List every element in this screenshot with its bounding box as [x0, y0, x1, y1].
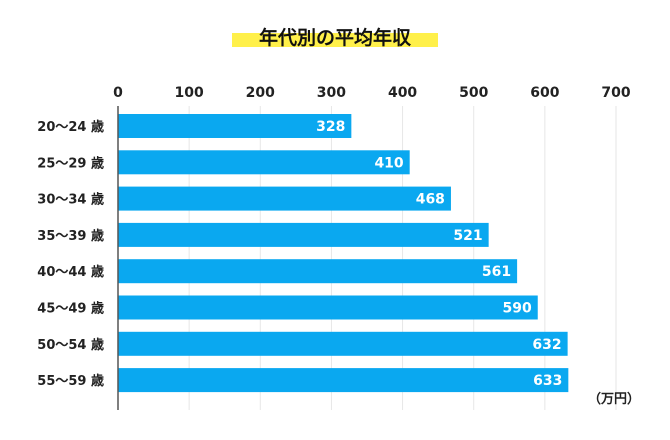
data-label: 328	[316, 119, 345, 135]
title-highlight	[232, 33, 438, 47]
bar	[118, 114, 352, 138]
category-label: 25〜29 歳	[37, 155, 104, 171]
x-tick-label: 200	[246, 85, 275, 101]
x-tick-label: 600	[530, 85, 559, 101]
bar	[118, 222, 489, 247]
data-label: 561	[482, 264, 511, 280]
x-tick-label: 500	[459, 85, 488, 101]
data-label: 468	[416, 192, 445, 208]
bar	[118, 150, 410, 175]
data-label: 590	[503, 301, 532, 317]
category-label: 20〜24 歳	[37, 119, 104, 135]
category-label: 35〜39 歳	[37, 228, 104, 244]
chart-title-group: 年代別の平均年収	[232, 26, 438, 49]
bar	[118, 186, 451, 211]
unit-label: （万円）	[588, 391, 640, 407]
data-label: 633	[533, 373, 562, 389]
chart-title: 年代別の平均年収	[259, 26, 412, 49]
category-label: 55〜59 歳	[37, 373, 104, 389]
bar	[118, 295, 538, 320]
x-tick-label: 300	[317, 85, 346, 101]
category-label: 40〜44 歳	[37, 264, 104, 280]
bar	[118, 368, 569, 393]
category-label: 45〜49 歳	[37, 301, 104, 317]
data-label: 632	[532, 337, 561, 353]
data-labels: 328 410 468 521 561 590 632 633	[316, 119, 562, 389]
gridlines	[188, 106, 617, 410]
category-label: 30〜34 歳	[37, 192, 104, 208]
category-labels: 20〜24 歳 25〜29 歳 30〜34 歳 35〜39 歳 40〜44 歳 45〜49…	[37, 119, 104, 389]
bar	[118, 331, 568, 356]
data-label: 410	[374, 155, 403, 171]
x-axis-ticks: 0 100 200 300 400 500 600 700	[113, 85, 631, 101]
data-label: 521	[453, 228, 482, 244]
bar	[118, 259, 518, 284]
category-label: 50〜54 歳	[37, 337, 104, 353]
x-tick-label: 700	[601, 85, 630, 101]
x-tick-label: 400	[388, 85, 417, 101]
x-tick-label: 0	[113, 85, 123, 101]
x-tick-label: 100	[175, 85, 204, 101]
bars	[118, 114, 569, 393]
